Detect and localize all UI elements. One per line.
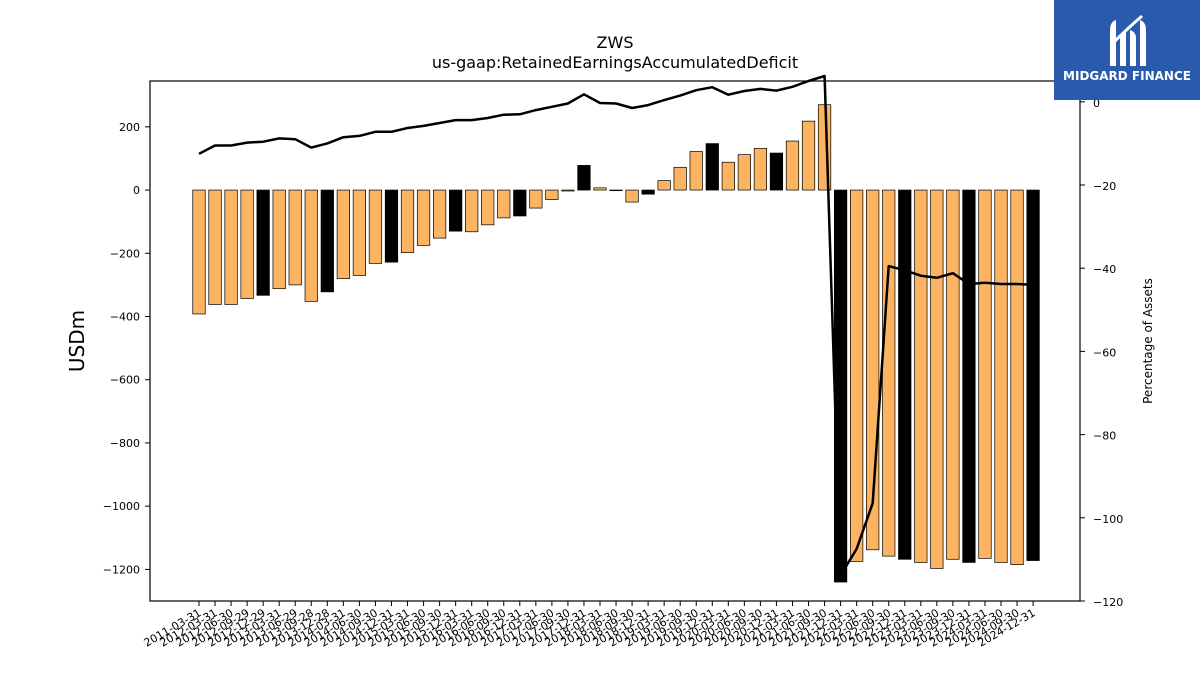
chart-title: ZWS	[597, 33, 634, 52]
bar	[513, 189, 527, 217]
bar	[192, 189, 206, 315]
logo-mark-icon	[1110, 14, 1146, 66]
bar	[416, 189, 431, 246]
y2-tick-label: 0	[1093, 97, 1100, 110]
bar	[898, 189, 912, 560]
bar	[577, 165, 591, 191]
bar	[833, 189, 848, 583]
y-tick-label: −200	[110, 247, 140, 260]
bar	[994, 189, 1008, 563]
bar	[561, 189, 575, 192]
bar	[320, 189, 334, 293]
bar	[593, 187, 607, 191]
bar	[368, 189, 383, 264]
bar	[609, 189, 623, 192]
bar	[497, 189, 511, 219]
bar	[545, 189, 559, 200]
bar	[449, 189, 463, 232]
bar	[657, 180, 671, 191]
logo: MIDGARD FINANCE	[1054, 0, 1200, 100]
y2-tick-label: −80	[1093, 430, 1116, 443]
bar	[882, 189, 896, 557]
y2-tick-label: −120	[1093, 596, 1123, 609]
bar	[256, 189, 270, 296]
bar	[465, 189, 479, 233]
line-series	[198, 74, 1034, 577]
bar	[785, 140, 800, 191]
y2-axis-label: Percentage of Assets	[1141, 278, 1155, 404]
bar	[304, 189, 318, 302]
bars	[192, 104, 1040, 583]
bar	[914, 189, 928, 563]
bar	[384, 189, 399, 263]
plot-frame	[149, 80, 1081, 602]
bar	[352, 189, 366, 276]
bar	[272, 189, 286, 290]
y-tick-label: −400	[110, 311, 140, 324]
bar	[769, 152, 784, 191]
y-tick-label: −1000	[103, 500, 140, 513]
bar	[689, 151, 703, 191]
x-axis: 2011-03-312012-03-312012-06-302012-09-29…	[142, 601, 1038, 650]
bar	[1026, 189, 1040, 561]
bar	[224, 189, 238, 305]
y2-tick-label: −40	[1093, 263, 1116, 276]
bar	[240, 189, 254, 299]
y-tick-label: −1200	[103, 563, 140, 576]
y-tick-label: 0	[133, 184, 140, 197]
y2-tick-label: −20	[1093, 180, 1116, 193]
y2-axis: 0 −20 −40 −60 −80 −100 −120	[1080, 97, 1123, 609]
bar	[753, 147, 768, 191]
bar	[850, 189, 864, 562]
y-tick-label: −600	[110, 374, 140, 387]
bar	[481, 189, 495, 226]
y-axis: 200 0 −200 −400 −600 −800 −1000 −1200	[103, 121, 150, 576]
bar	[208, 189, 222, 305]
y2-tick-label: −100	[1093, 513, 1123, 526]
chart-subtitle: us-gaap:RetainedEarningsAccumulatedDefic…	[432, 53, 798, 72]
bar	[801, 120, 816, 191]
bar	[529, 189, 543, 209]
bar	[288, 189, 302, 286]
bar	[705, 143, 719, 191]
bar	[1010, 189, 1024, 565]
bar	[400, 189, 415, 253]
bar	[978, 189, 992, 559]
bar	[946, 189, 960, 560]
bar	[673, 166, 687, 191]
logo-text: MIDGARD FINANCE	[1063, 69, 1191, 83]
bar	[721, 161, 735, 191]
bar	[641, 189, 655, 195]
y-axis-label: USDm	[65, 310, 89, 372]
bar	[336, 189, 350, 279]
bar	[962, 189, 976, 563]
bar	[737, 154, 751, 191]
y2-tick-label: −60	[1093, 346, 1116, 359]
bar	[433, 189, 447, 239]
bar	[930, 189, 944, 569]
percentage-line	[198, 74, 1034, 577]
bar	[625, 189, 639, 203]
y-tick-label: −800	[110, 437, 140, 450]
y-tick-label: 200	[119, 121, 140, 134]
